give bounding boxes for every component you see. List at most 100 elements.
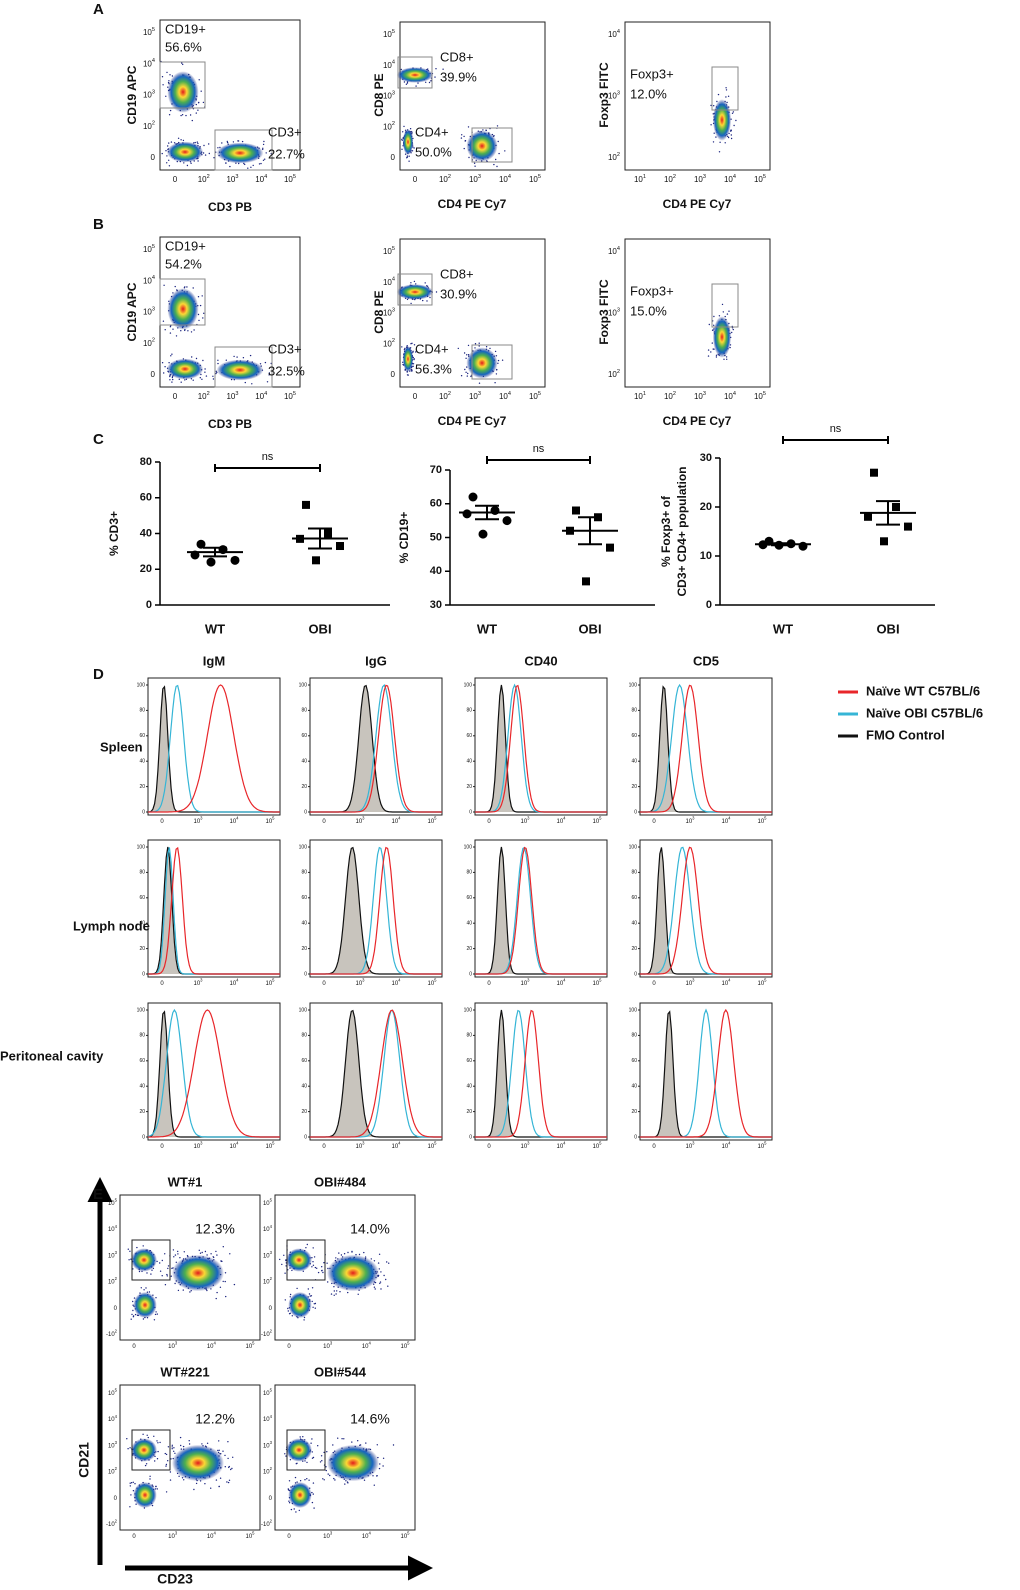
tick-base: 0 [322,819,326,825]
tick-label: 0 [413,175,418,184]
tick-base: 10 [556,1144,563,1150]
tick-base: 0 [487,981,491,987]
tick-base: 10 [427,819,434,825]
event-dot [382,1465,384,1467]
event-dot [210,1253,212,1255]
tick-label: 0 [132,1344,136,1350]
gate-percent: 22.7% [268,146,305,161]
event-dot [287,1310,289,1312]
plot-title: WT#1 [168,1174,203,1189]
event-dot [201,295,203,297]
tick-label: 102 [263,1466,273,1475]
event-dot [730,130,732,132]
tick-exponent: 5 [152,244,155,250]
event-dot [268,372,271,374]
event-dot [392,1444,395,1446]
tick-base: 10 [198,392,207,401]
y-tick-label: 100 [464,682,473,688]
tick-base: 0 [413,392,418,401]
event-dot [201,1251,203,1254]
event-dot [496,125,499,127]
event-dot [711,329,714,331]
histogram-frame [639,1002,773,1141]
tick-base: 10 [323,1534,330,1540]
tick-base: 0 [652,819,656,825]
tick-base: 10 [694,175,703,184]
tick-exponent: 2 [207,174,210,180]
event-dot [128,1259,130,1261]
event-dot [167,1267,169,1270]
event-dot [380,1271,382,1273]
tick-label: 0 [160,981,164,987]
event-dot [169,74,171,76]
tick-base: 10 [757,819,764,825]
sem-bar [771,542,795,547]
event-dot [466,354,468,356]
event-dot [222,1246,224,1248]
event-dot [215,1250,217,1253]
event-dot [140,1287,142,1289]
event-dot [343,1253,346,1255]
tick-base: 10 [362,1534,369,1540]
event-dot [388,1262,390,1264]
y-tick-label: 0 [304,971,307,977]
event-dot [343,1438,345,1440]
event-dot [147,1436,149,1439]
tick-base: 10 [685,819,692,825]
event-dot [153,1319,156,1321]
event-dot [167,1460,169,1462]
y-tick-label: 80 [466,1033,472,1039]
event-dot [442,68,444,70]
event-dot [237,140,239,142]
plot-title: OBI#484 [314,1174,367,1189]
event-dot [473,162,476,164]
event-dot [132,1309,134,1312]
histogram-curve [475,684,607,813]
tick-label: 0 [151,153,156,162]
tick-label: 104 [207,1531,217,1540]
plot-frame [119,1194,261,1341]
histogram-curve [475,684,607,813]
tick-label: -102 [261,1519,273,1528]
plot-title: WT#221 [160,1364,209,1379]
histogram-curve [148,1009,280,1138]
gate-name: CD8+ [440,49,474,64]
event-dot [309,1295,311,1297]
event-dot [313,1507,315,1509]
density-blob [712,316,732,358]
event-dot [252,164,254,167]
y-tick-label: 100 [299,844,308,850]
y-tick-label: 60 [139,895,145,901]
tick-label: 0 [322,981,326,987]
event-dot [203,144,205,147]
legend-label: Naïve OBI C57BL/6 [866,705,983,720]
density-blob [172,1444,224,1482]
event-dot [461,134,463,136]
event-dot [326,1451,328,1453]
event-dot [357,1293,359,1296]
event-dot [306,1478,308,1480]
histogram-curve [310,1009,442,1138]
y-tick-label: 100 [137,682,146,688]
event-dot [265,152,267,154]
tick-exponent: 5 [599,978,602,983]
event-dot [188,1443,191,1445]
event-dot [464,140,466,142]
event-dot [279,1258,281,1261]
gate-percent: 54.2% [165,256,202,271]
histogram-curve [147,1010,280,1138]
gate-percent: 30.9% [440,286,477,301]
event-dot [726,358,728,360]
event-dot [133,1297,136,1299]
tick-label: 0 [160,1144,164,1150]
tick-base: 10 [634,175,643,184]
gate-name: CD19+ [165,238,206,253]
event-dot [195,112,197,114]
tick-label: 105 [757,1141,767,1150]
event-dot [163,284,165,286]
tick-exponent: 4 [508,174,511,180]
event-dot [467,344,470,347]
event-dot [478,382,481,384]
tick-base: 10 [608,30,617,39]
event-dot [181,114,184,116]
